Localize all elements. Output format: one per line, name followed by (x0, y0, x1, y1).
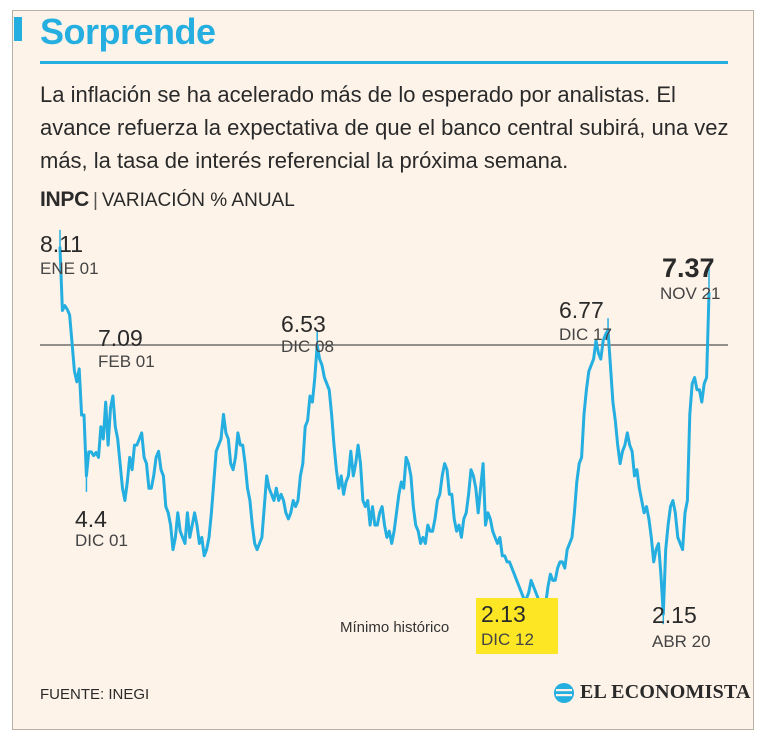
label-value-feb01: 7.09 (98, 325, 143, 351)
brand-logo: EL ECONOMISTA (553, 681, 751, 704)
chart-subtitle: INPC | VARIACIÓN % ANUAL (40, 187, 295, 214)
label-date-nov21: NOV 21 (660, 284, 720, 303)
label-date-feb01: FEB 01 (98, 352, 155, 371)
label-date-dic01: DIC 01 (75, 531, 128, 550)
label-value-nov21: 7.37 (662, 253, 715, 283)
subtitle-indicator: INPC (40, 188, 89, 211)
label-value-dic01: 4.4 (75, 506, 107, 532)
annotation-leaders (59, 229, 710, 628)
minimum-highlight-box (476, 598, 558, 654)
infographic-card (12, 10, 754, 730)
page-title: Sorprende (40, 11, 216, 52)
label-value-ene01: 8.11 (40, 231, 83, 257)
subtitle-separator: | (92, 190, 98, 211)
label-date-abr20: ABR 20 (652, 632, 711, 651)
subtitle-measure: VARIACIÓN % ANUAL (101, 190, 295, 211)
source-note: FUENTE: INEGI (40, 686, 150, 703)
label-value-abr20: 2.15 (652, 602, 697, 628)
label-date-dic17: DIC 17 (559, 325, 612, 344)
intro-paragraph: La inflación se ha acelerado más de lo e… (40, 82, 729, 173)
label-date-ene01: ENE 01 (40, 259, 99, 278)
brand-name: EL ECONOMISTA (580, 681, 751, 703)
title-divider (40, 61, 728, 64)
title-accent-bar (14, 17, 22, 41)
label-value-dic08: 6.53 (281, 311, 326, 337)
label-date-dic12: DIC 12 (481, 630, 534, 649)
label-value-dic12: 2.13 (481, 601, 526, 627)
label-note-minimo: Mínimo histórico (340, 619, 449, 636)
brand-globe-icon (554, 682, 574, 703)
label-value-dic17: 6.77 (559, 297, 604, 323)
inflation-series-line (58, 246, 711, 617)
label-date-dic08: DIC 08 (281, 337, 334, 356)
